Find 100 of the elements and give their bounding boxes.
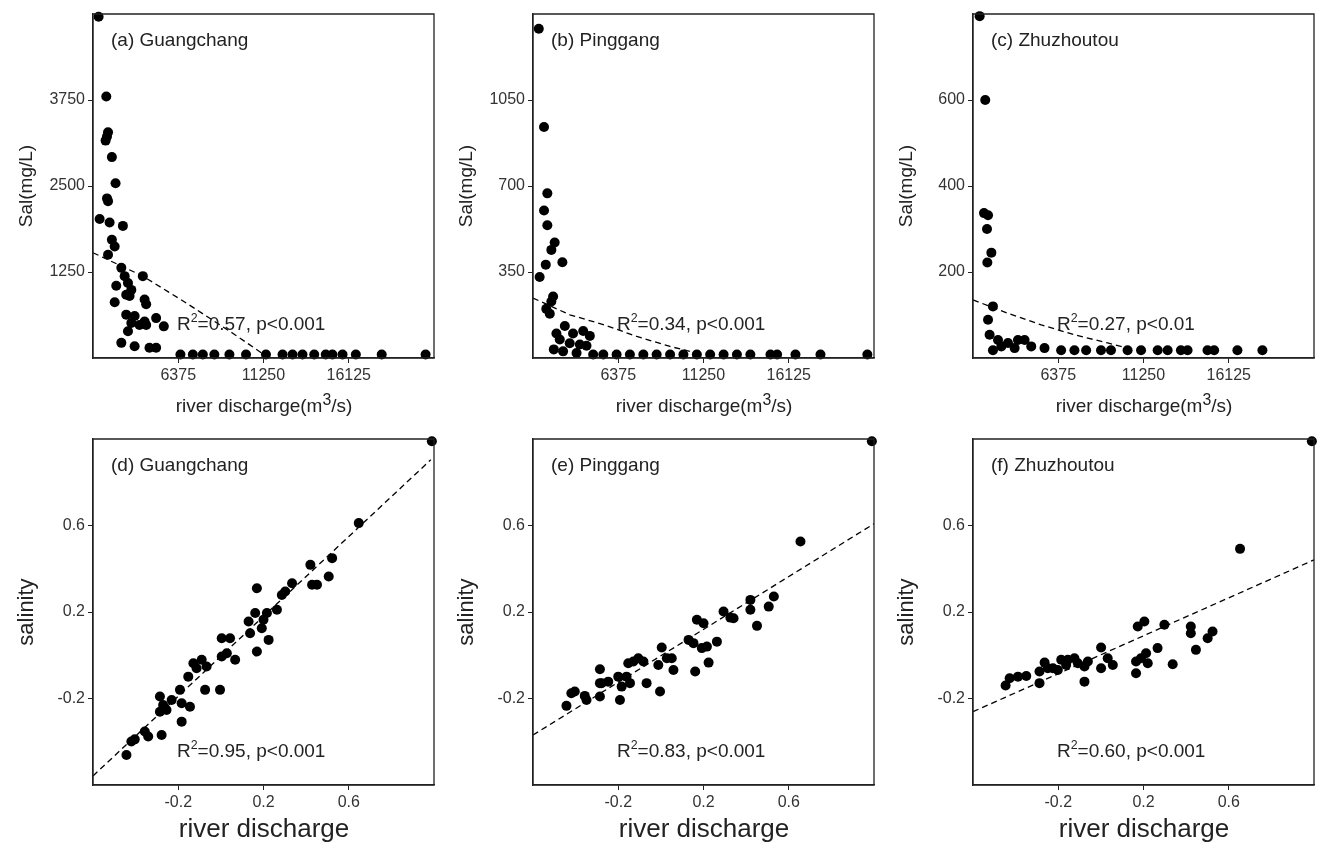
x-tick-label: 11250 <box>681 366 726 384</box>
point <box>980 95 991 105</box>
point <box>1096 345 1107 356</box>
point <box>251 583 262 594</box>
point <box>1131 668 1142 679</box>
point <box>688 638 699 649</box>
point <box>1202 633 1213 644</box>
point <box>122 326 133 337</box>
point <box>184 701 195 712</box>
point <box>245 628 256 639</box>
point <box>1207 626 1218 637</box>
point <box>638 656 649 667</box>
y-tick-label: 2500 <box>49 176 86 194</box>
point <box>1021 671 1032 682</box>
point <box>571 348 582 359</box>
point <box>624 678 635 689</box>
y-tick-label: 600 <box>938 90 966 108</box>
point <box>564 338 575 349</box>
point <box>546 244 557 255</box>
point <box>703 657 714 668</box>
point <box>1039 343 1050 354</box>
point <box>261 608 272 619</box>
point <box>116 337 127 348</box>
x-axis-title: river discharge(m$^{3}$/s) <box>614 391 794 418</box>
point <box>533 23 544 34</box>
point <box>544 308 555 319</box>
point <box>768 591 779 602</box>
point <box>1136 345 1147 356</box>
point <box>578 325 589 336</box>
point <box>191 663 202 674</box>
y-axis-title: salinity <box>13 578 39 646</box>
point <box>1141 648 1152 659</box>
point <box>154 691 165 702</box>
point <box>116 262 127 273</box>
point <box>323 571 334 582</box>
y-tick-label: 0.6 <box>62 515 86 533</box>
x-tick-label: -0.2 <box>604 793 633 811</box>
point <box>151 313 162 324</box>
point <box>548 344 559 355</box>
point <box>561 700 572 711</box>
point <box>987 345 998 356</box>
y-axis-title: salinity <box>453 578 479 646</box>
x-axis-title: river discharge <box>177 813 351 844</box>
point <box>539 122 550 133</box>
point <box>287 578 298 589</box>
point <box>174 684 185 695</box>
point <box>751 620 762 631</box>
point <box>263 634 274 645</box>
point <box>183 671 194 682</box>
point <box>996 341 1007 352</box>
point <box>111 280 122 291</box>
point <box>614 695 625 706</box>
point <box>201 661 212 672</box>
point <box>156 730 167 741</box>
point <box>280 586 291 597</box>
point <box>166 695 177 706</box>
point <box>151 342 162 353</box>
point <box>581 695 592 706</box>
point <box>745 604 756 615</box>
text: (b) Pinggang <box>551 29 660 50</box>
point <box>981 224 992 234</box>
point <box>1190 644 1201 655</box>
point <box>1096 663 1107 674</box>
point <box>698 618 709 629</box>
point <box>225 633 236 644</box>
point <box>121 309 132 320</box>
point <box>126 317 137 328</box>
point <box>987 301 998 312</box>
point <box>230 654 241 665</box>
y-tick-label: 400 <box>938 176 966 194</box>
point <box>557 257 568 268</box>
point <box>982 257 993 268</box>
point <box>109 241 120 252</box>
text: (d) Guangchang <box>111 454 249 475</box>
point <box>110 178 121 189</box>
point <box>581 340 592 351</box>
x-tick-label: 0.6 <box>337 793 360 811</box>
point <box>546 296 557 307</box>
point <box>584 330 595 341</box>
y-tick-label: 1250 <box>49 262 86 280</box>
point <box>1102 653 1113 664</box>
point <box>176 698 187 709</box>
point <box>137 271 148 282</box>
y-axis-title: Sal(mg/L) <box>455 144 477 228</box>
point <box>106 152 117 163</box>
point <box>795 536 806 547</box>
point <box>1107 659 1118 670</box>
point <box>143 731 154 742</box>
point <box>1012 671 1023 682</box>
point <box>542 188 553 199</box>
point <box>1152 643 1163 654</box>
point <box>271 604 282 615</box>
x-axis-title: river discharge <box>617 813 791 844</box>
point <box>94 214 105 225</box>
y-tick-label: 3750 <box>49 90 86 108</box>
point <box>616 681 627 692</box>
x-tick-label: 6375 <box>1040 366 1077 384</box>
point <box>984 329 995 340</box>
x-tick-label: 6375 <box>160 366 197 384</box>
point <box>568 328 579 339</box>
